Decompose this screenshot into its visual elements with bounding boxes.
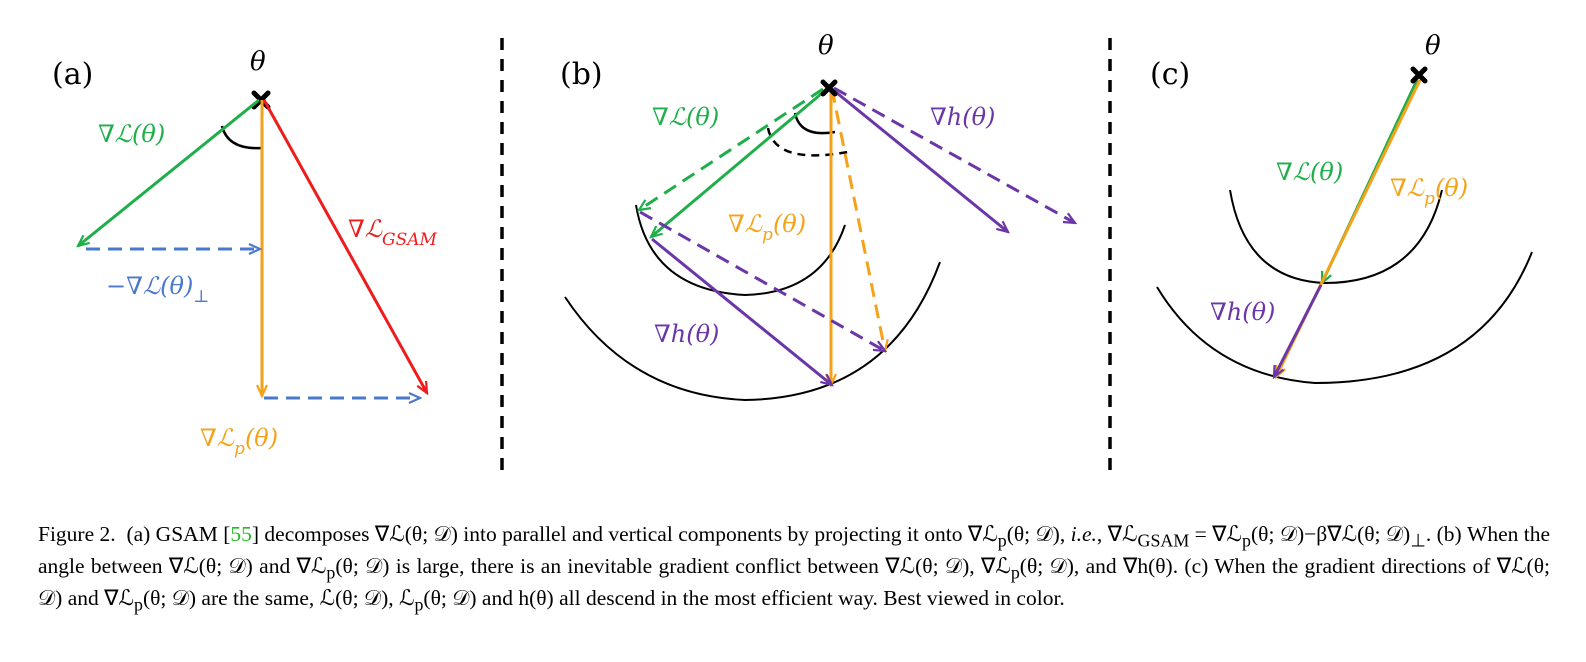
panel-c-label: (c) (1150, 57, 1190, 92)
panel-b-grad-Lp-tail: (θ) (773, 210, 806, 238)
panel-c-contour-outer (1156, 251, 1533, 385)
panel-b-grad-Lp-label: ∇ℒp(θ) (728, 210, 806, 245)
panel-b-grad-h-arrow-bottom (651, 237, 832, 385)
panel-b-grad-h-label-bottom: ∇h(θ) (654, 320, 719, 348)
panel-c-grad-Lp-main: ∇ℒ (1390, 174, 1425, 202)
panel-a-grad-LGSAM-label: ∇ℒGSAM (348, 215, 438, 250)
panel-a-grad-LGSAM-arrow (262, 99, 429, 393)
caption-ie: i.e. (1070, 522, 1097, 546)
panel-c-contour-inner (1229, 189, 1443, 285)
caption-sub-p-3: p (326, 562, 336, 583)
panel-a-perp-sub: ⊥ (193, 287, 209, 307)
panel-b-grad-h-arrow-top (831, 87, 1008, 232)
panel-a-grad-LGSAM-sub: GSAM (382, 230, 438, 250)
panel-a-angle-arc (220, 125, 263, 150)
panel-b-theta: θ (818, 31, 834, 61)
panel-c-grad-L-label: ∇ℒ(θ) (1276, 158, 1343, 186)
caption-text-5: (θ; 𝒟)−β∇ℒ(θ; 𝒟) (1251, 522, 1411, 546)
panel-c-origin-cross (1410, 66, 1428, 84)
panel-a-neg-grad-L-perp-label: −∇ℒ(θ)⊥ (106, 272, 209, 307)
caption-sub-p-4: p (1010, 562, 1020, 583)
panel-b-grad-h-dashed-arrow-top (833, 86, 1075, 225)
caption-text-2: (θ; 𝒟), (1006, 522, 1071, 546)
caption-sub-gsam: GSAM (1137, 530, 1190, 551)
caption-text-6: . (b) When the angle between ∇ℒ(θ; 𝒟) an… (38, 522, 1551, 578)
panel-c-grad-Lp-tail: (θ) (1435, 174, 1468, 202)
panel-b-angle-arc-dashed (766, 127, 849, 157)
panel-c-grad-Lp-label: ∇ℒp(θ) (1390, 174, 1468, 209)
panel-b-contour-outer (564, 261, 941, 402)
panel-b-contour-inner (635, 204, 846, 297)
panel-b-grad-L-label: ∇ℒ(θ) (652, 103, 719, 131)
panel-a-perp-main: −∇ℒ(θ) (106, 272, 193, 300)
panel-a-grad-Lp-tail: (θ) (245, 424, 278, 452)
panel-a-grad-Lp-label: ∇ℒp(θ) (200, 424, 278, 459)
citation-link[interactable]: 55 (230, 522, 252, 546)
panel-a-grad-Lp-main: ∇ℒ (200, 424, 235, 452)
panel-a-label: (a) (52, 57, 93, 92)
panel-a-theta: θ (250, 47, 266, 77)
caption-text-8: (θ; 𝒟), and ∇h(θ). (c) When the gradient… (38, 553, 1550, 610)
caption-sub-perp: ⊥ (1410, 530, 1426, 551)
caption-text-3: , ∇ℒ (1096, 522, 1138, 546)
figure-caption: Figure 2. (a) GSAM [55] decomposes ∇ℒ(θ;… (38, 522, 1550, 617)
panel-a-grad-Lp-sub: p (234, 439, 245, 459)
panel-b-grad-h-label-top: ∇h(θ) (930, 103, 995, 131)
panel-c-theta: θ (1425, 31, 1441, 61)
panel-c-grad-h-arrow (1272, 284, 1323, 377)
panel-c: (c) θ ∇ℒ(θ) ∇ℒp(θ) ∇h(θ) (1150, 31, 1533, 385)
caption-sub-p-1: p (997, 530, 1007, 551)
caption-text-9: (θ; 𝒟) are the same, ℒ(θ; 𝒟), ℒ (142, 585, 415, 610)
panel-a: (a) θ ∇ℒ(θ) −∇ℒ(θ)⊥ ∇ℒp(θ) ∇ℒGSAM (52, 47, 438, 459)
caption-text-10: (θ; 𝒟) and h(θ) all descend in the most … (423, 585, 1065, 610)
caption-sub-p-6: p (414, 593, 424, 614)
figure-diagram: (a) θ ∇ℒ(θ) −∇ℒ(θ)⊥ ∇ℒp(θ) ∇ℒGSAM (b) θ (52, 31, 1533, 470)
panel-c-grad-Lp-sub: p (1424, 189, 1435, 209)
caption-text-pre-cite: (a) GSAM [ (126, 522, 231, 546)
caption-text-4: = ∇ℒ (1189, 522, 1243, 546)
panel-a-grad-L-arrow (78, 98, 260, 246)
panel-b-grad-Lp-dashed-arrow (830, 88, 885, 351)
panel-b-grad-Lp-sub: p (762, 225, 773, 245)
panel-b-angle-arc-solid (793, 112, 836, 135)
caption-fig-label: Figure 2. (38, 522, 116, 546)
caption-text-7: (θ; 𝒟) is large, there is an inevitable … (335, 553, 1011, 578)
panel-b-grad-L-arrow (651, 87, 828, 237)
panel-b-grad-h-dashed-arrow-bottom (639, 210, 885, 351)
panel-b-grad-L-dashed-arrow (639, 87, 824, 210)
panel-b-label: (b) (560, 57, 603, 92)
panel-a-grad-LGSAM-main: ∇ℒ (348, 215, 383, 243)
panel-b-grad-Lp-main: ∇ℒ (728, 210, 763, 238)
caption-sub-p-5: p (133, 593, 143, 614)
caption-sub-p-2: p (1242, 530, 1251, 551)
panel-b-origin-cross (820, 79, 838, 97)
panel-b: (b) θ ∇ℒ(θ) ∇h(θ) ∇ℒp(θ) ∇h(θ) (560, 31, 1075, 402)
panel-c-grad-h-label: ∇h(θ) (1210, 298, 1275, 326)
panel-a-grad-L-label: ∇ℒ(θ) (98, 120, 165, 148)
caption-text-1: ] decomposes ∇ℒ(θ; 𝒟) into parallel and … (251, 522, 998, 546)
